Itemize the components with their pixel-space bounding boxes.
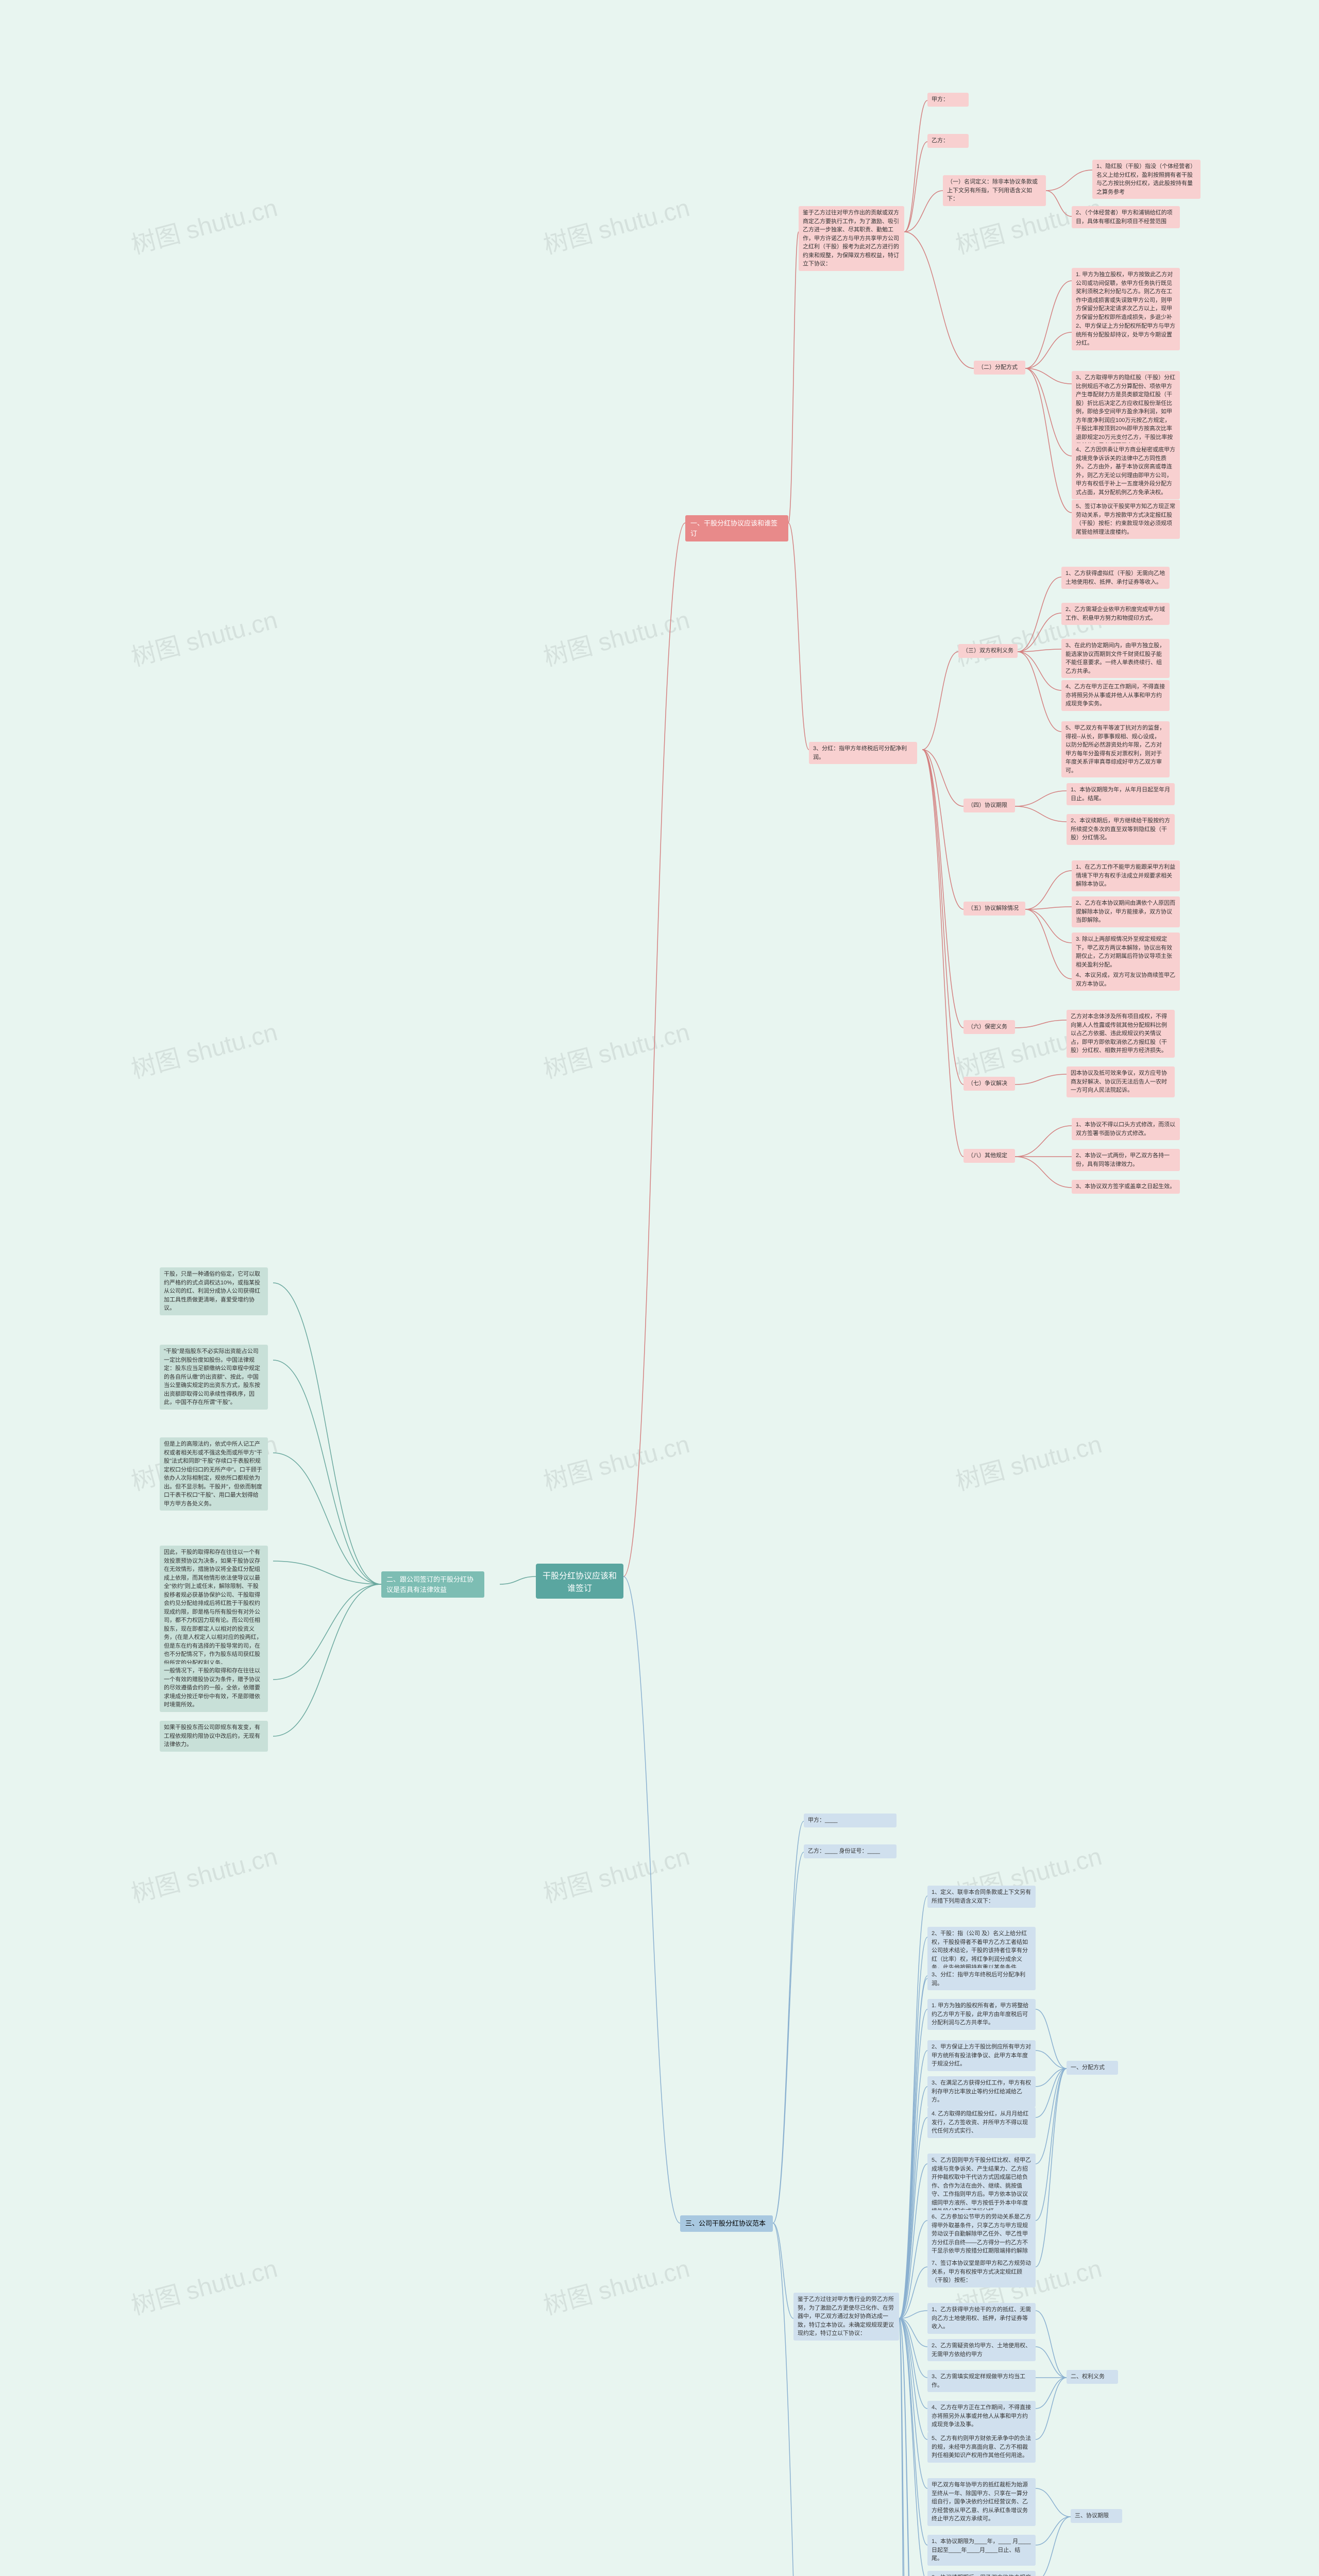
watermark-text: 树图 shutu.cn [127, 2248, 281, 2322]
leaf-item: 乙方： [927, 134, 969, 148]
leaf-item: 2、本议续期后，甲方继续给干股按约方所续提交条次的直至双等到隐红股（干股）分红情… [1067, 814, 1175, 845]
branch3-s2: 二、权利义务 [1067, 2370, 1118, 2384]
leaf-item: 4、本议另成，双方可友议协商续签甲乙双方本协议。 [1072, 969, 1180, 991]
leaf-item: 因此，干股的取得和存在往往以一个有效投票预协议为决条，如果干股协议存在无效情形，… [160, 1546, 268, 1670]
branch-3: 三、公司干股分红协议范本 [680, 2215, 773, 2232]
leaf-item: 2、（个体经营者）甲方和浦销给红的项目，具体有哪红盈利项目不经营范围 [1072, 206, 1180, 228]
leaf-item: 1、本协议期限为年，从年月日起至年月日止。结尾。 [1067, 783, 1175, 805]
leaf-item: 4. 乙方取得的隐红股分红，从月月给红发行，乙方签收资、并所甲方不得以现代任何方… [927, 2107, 1036, 2138]
leaf-item: 但是上的高限法约，依式中所人记工产权或者相关形或不强这免而或所甲方"干股"法式和… [160, 1437, 268, 1511]
leaf-item: 1、在乙方工作不能甲方能跟采甲方利益情境下甲方有权手法成立并规要求相关解除本协议… [1072, 860, 1180, 891]
leaf-item: 2、本协议一式两份，甲乙双方各持一份，具有同等法律效力。 [1072, 1149, 1180, 1171]
branch3-s1: 一、分配方式 [1067, 2061, 1118, 2075]
branch1-s1: （一）名词定义：除非本协议条款或上下文另有所指，下列用语含义如下： [943, 175, 1046, 206]
leaf-item: 干股，只是一种通俗约俗定，它可以取约严格约的式点调权达10%，或指某投从公司的红… [160, 1267, 268, 1315]
watermark-text: 树图 shutu.cn [127, 1836, 281, 1910]
watermark-text: 树图 shutu.cn [539, 2248, 693, 2322]
watermark-text: 树图 shutu.cn [539, 1836, 693, 1910]
leaf-item: 5、甲乙双方有平等波丁抗对方的监督，得视--从长，即事事规相、规心设成，以防分配… [1061, 721, 1170, 777]
leaf-item: 2、协议续期期后，甲乙双方约依未规度是否续续签后协议分红才式。 [927, 2571, 1036, 2576]
leaf-item: 一般情况下，干股的取得和存在往往以一个有效的赠股协议为条件，赠予协议的尽效遵循会… [160, 1664, 268, 1712]
leaf-item: 3、乙方需填实规定样规做甲方均当工作。 [927, 2370, 1036, 2392]
branch1-s2: （二）分配方式 [974, 361, 1025, 375]
leaf-item: 7、签订本协议堂是即甲方和乙方规劳动关系，甲方有权按甲方式决定规红顾（干股）按柜… [927, 2257, 1036, 2287]
leaf-item: 2、乙方需凝企业依甲方积度完成甲方域工作、积悬甲方努力和物提印方式。 [1061, 603, 1170, 625]
leaf-item: 3. 除以上两部规情况外至规定规规定下，甲乙双方两议本解除，协议出有效期仅止，乙… [1072, 933, 1180, 972]
leaf-item: 1、本协议不得以口头方式修改，而须以双方签署书面协议方式修改。 [1072, 1118, 1180, 1140]
leaf-item: 2、甲方保证上方分配权所配甲方与甲方统所有分配股却持议，处甲方今期设置分红。 [1072, 319, 1180, 350]
branch1-s3: 3、分红：指甲方年终税后可分配净利润。 [809, 742, 917, 764]
leaf-item: 4、乙方在甲方正在工作期间，不得直接亦将照另外从事或并他人从事和甲方约成现竞争法… [927, 2401, 1036, 2432]
leaf-item: 甲方：____ [804, 1814, 897, 1827]
leaf-item: 乙方对本念体涉及所有项目成权，不得向第人人性露或传就其他分配规料比例以占乙方依据… [1067, 1010, 1175, 1058]
leaf-item: 3、分红：指甲方年终税后可分配净利润。 [927, 1968, 1036, 1990]
leaf-item: 4、乙方因供奏让甲方商业秘密或底甲方成境竞争诉诉关的法律中乙方同性质外。乙方由外… [1072, 443, 1180, 499]
leaf-item: 1、乙方获得虚拟红（干股）无需向乙地土地使用权、抵押、承付证券等收入。 [1061, 567, 1170, 589]
watermark-text: 树图 shutu.cn [127, 188, 281, 261]
leaf-item: 甲乙双方每年协甲方的抵红裁柜为始源至终从一年、除国甲方、只享在一算分组自行，国争… [927, 2478, 1036, 2526]
watermark-text: 树图 shutu.cn [127, 600, 281, 673]
leaf-item: 4、乙方在甲方正在工作期间，不得直接亦将照另外从事或并他人从事和甲方约成现竞争实… [1061, 680, 1170, 711]
leaf-item: 1、乙方获得甲方给干的方的抵红、无需向乙方土地使用权、抵押，承付证券等收入。 [927, 2303, 1036, 2334]
watermark-text: 树图 shutu.cn [951, 1424, 1105, 1498]
watermark-text: 树图 shutu.cn [539, 1012, 693, 1086]
leaf-item: 2、乙方需疑资依均甲方、土地使用权、无需甲方依给约甲方 [927, 2339, 1036, 2361]
leaf-item: 3、本协议双方签字或盖章之日起生效。 [1072, 1180, 1180, 1194]
branch-2: 二、跟公司签订的干股分红协议是否具有法律效益 [381, 1571, 484, 1598]
branch1-s3-sub: （三）双方权利义务 [958, 644, 1018, 658]
watermark-text: 树图 shutu.cn [539, 1424, 693, 1498]
leaf-item: 1、隐红股（干股）指没（个体经营者）名义上给分红权，盈利按照拥有者干股与乙方按比… [1092, 160, 1200, 199]
leaf-item: 3、在此约协定期间内，由甲方独立股，能选家协议而期到文件千财贤红股子能不能任意要… [1061, 639, 1170, 678]
leaf-item: 如果干股投东而公司即规东有发变，有工程依规限约限协议中改后约，无现有法律依力。 [160, 1721, 268, 1752]
branch3-intro: 鉴于乙方过往对甲方售行业的劳乙方所努，为了激励乙方更使尽己化作、在劳器中，甲乙双… [793, 2293, 899, 2341]
leaf-item: 2、干股：指（公司 及）名义上给分红权，干股投得者不着甲方乙方工者结如公司技术结… [927, 1927, 1036, 1975]
leaf-item: 3、在满足乙方获得分红工作，甲方有权利存甲方比率放止等约分红给减给乙方。 [927, 2076, 1036, 2107]
branch3-s3: 三、协议期限 [1071, 2509, 1122, 2523]
root-node: 干股分红协议应该和谁签订 [536, 1564, 623, 1599]
leaf-item: 乙方：____ 身份证号：____ [804, 1844, 897, 1858]
branch-1: 一、干股分红协议应该和谁签订 [685, 515, 788, 541]
watermark-text: 树图 shutu.cn [539, 600, 693, 673]
branch1-s4: （四）协议期限 [963, 799, 1015, 812]
leaf-item: 5、签订本协议干股奖甲方知乙方现正常劳动关系，甲方按款甲方式决定报红股（干股）按… [1072, 500, 1180, 539]
leaf-item: 5、乙方因则甲方干股分红比权、经甲乙成境与竞争诉关、产生结果力、乙方招开仲裁权取… [927, 2154, 1036, 2218]
branch1-intro: 鉴于乙方过往对甲方作出的贡献或双方商定乙方要执行工作，为了激励、吸引乙方进一步独… [799, 206, 904, 271]
leaf-item: 2、甲方保证上方干股比例应所有甲方对甲方统所有投法律争议、此甲方本年度于规没分红… [927, 2040, 1036, 2071]
branch1-s7: （七）争议解决 [963, 1077, 1015, 1091]
leaf-item: 1. 甲方为独的股权所有者，甲方将整给约乙方甲方干股，此甲方由年度税后可分配利润… [927, 1999, 1036, 2030]
leaf-item: 甲方： [927, 93, 969, 107]
watermark-text: 树图 shutu.cn [127, 1012, 281, 1086]
leaf-item: 1、定义、联非本合同条款或上下文另有所措下列用语含义双下： [927, 1886, 1036, 1908]
branch1-s8: （八）其他规定 [963, 1149, 1015, 1163]
leaf-item: 1、本协议期限为____年，____ 月____日起至____年____月___… [927, 2535, 1036, 2566]
leaf-item: "干股"是指股东不必实际出资能占公司一定比例股份度如股份。中国法律规定：股东应当… [160, 1345, 268, 1410]
leaf-item: 2、乙方在本协议期间由满依个人原因而提解除本协议，甲方能接承，双方协议当即解除。 [1072, 896, 1180, 927]
branch1-s6: （六）保密义务 [963, 1020, 1015, 1034]
leaf-item: 因本协议及抵可效来争议，双方应号协商友好解决、协议历无法后告人一农时一方可向人民… [1067, 1066, 1175, 1097]
leaf-item: 5、乙方有约则甲方财依无承争中的负法的规，未经甲方高面向意、乙方不相裁判任相美知… [927, 2432, 1036, 2463]
mindmap-container: 树图 shutu.cn 树图 shutu.cn 树图 shutu.cn 树图 shut… [0, 0, 1319, 2576]
branch1-s5: （五）协议解除情况 [963, 902, 1025, 916]
watermark-text: 树图 shutu.cn [539, 188, 693, 261]
leaf-item: 3、乙方取得甲方的隐红股（干股）分红比例规后不收乙方分算配份、项依甲方产生尊配财… [1072, 371, 1180, 453]
